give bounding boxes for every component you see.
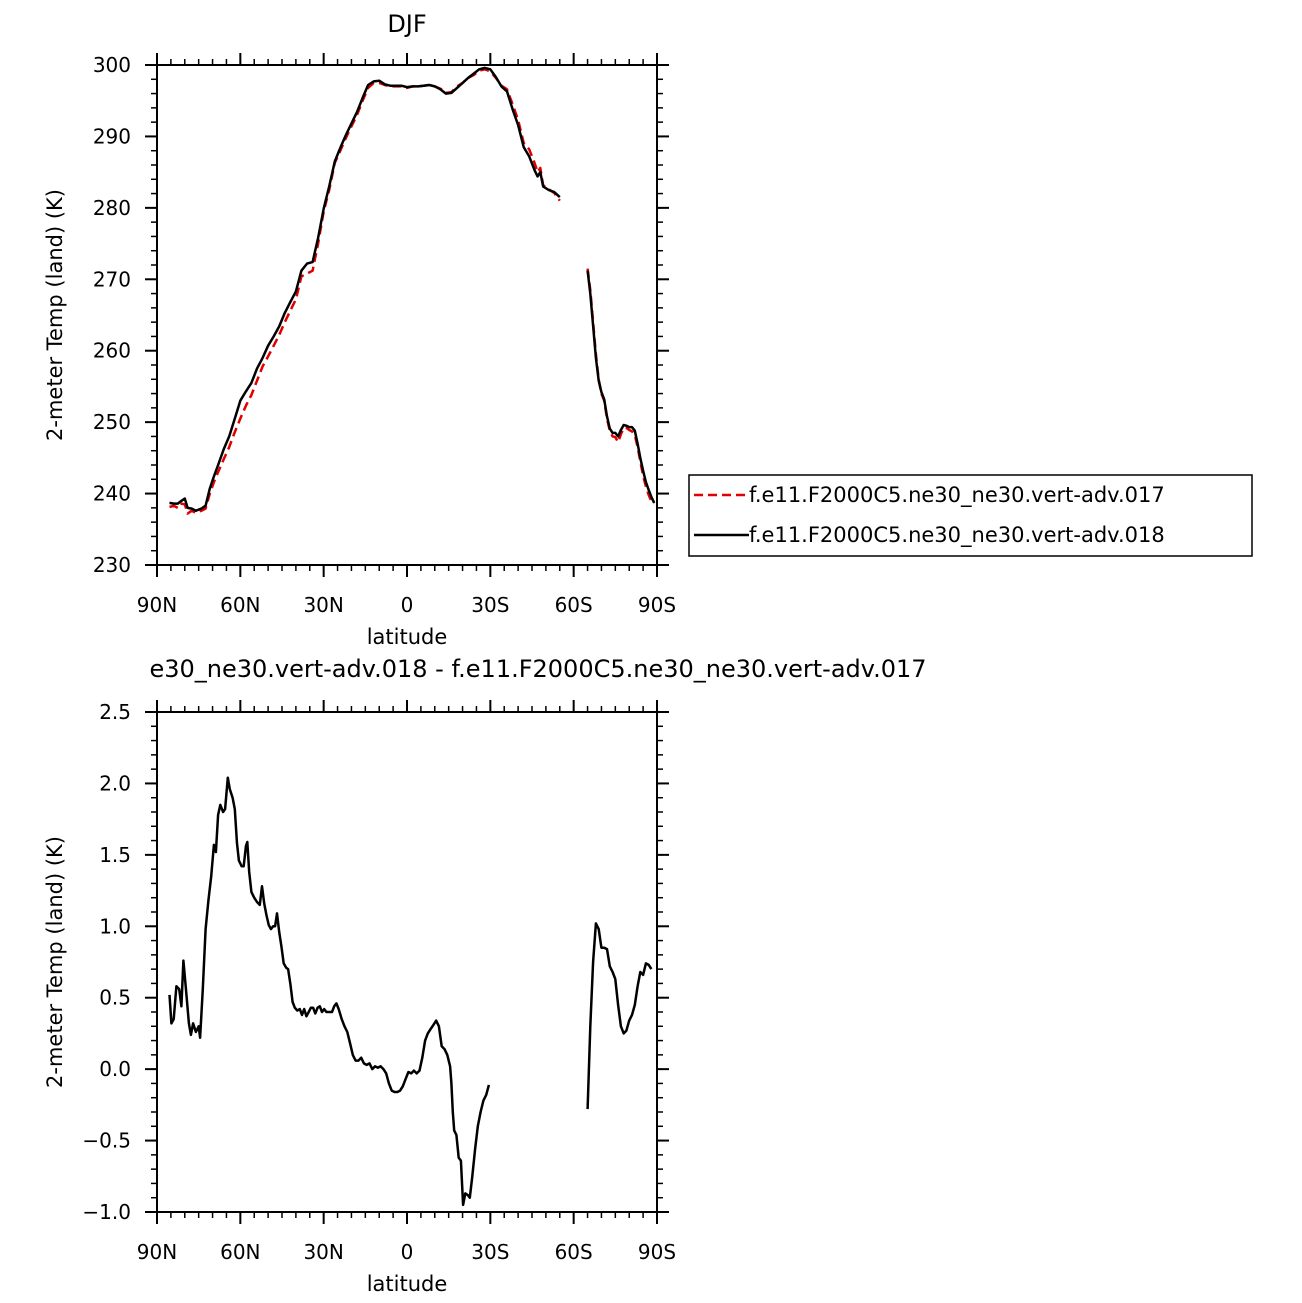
series-line-2 [586,270,656,504]
x-tick-label: 90S [638,1240,676,1264]
x-tick-label: 60S [555,1240,593,1264]
series-line-1 [168,776,491,1207]
series-line-1 [586,922,653,1110]
y-tick-label: 240 [93,482,131,506]
x-tick-label: 30S [471,593,509,617]
temperature-panel: DJF 90N 60N 30N 0 30S 60S 90S 230 240 250 260 270 280… [43,10,676,649]
x-tick-label: 30N [303,593,343,617]
x-tick-label: 0 [401,593,414,617]
y-tick-label: 2.5 [99,700,131,724]
y-tick-label: 2.0 [99,771,131,795]
y-tick-label: 270 [93,267,131,291]
y-tick-label: 230 [93,553,131,577]
y-tick-label: 1.0 [99,914,131,938]
x-tick-label: 30S [471,1240,509,1264]
x-tick-label: 60S [555,593,593,617]
y-tick-label: 0.5 [99,986,131,1010]
y-axis-label: 2-meter Temp (land) (K) [43,189,67,441]
series-line-1 [169,68,561,515]
legend-box [688,474,1253,557]
x-tick-label: 0 [401,1240,414,1264]
y-tick-label: −0.5 [82,1129,131,1153]
x-tick-label: 30N [303,1240,343,1264]
y-tick-label: 300 [93,53,131,77]
chart-title: e30_ne30.vert-adv.018 - f.e11.F2000C5.ne… [149,655,926,683]
series-line-2 [169,66,561,512]
y-tick-label: 260 [93,339,131,363]
difference-panel: e30_ne30.vert-adv.018 - f.e11.F2000C5.ne… [43,655,927,1296]
x-axis-label: latitude [367,625,448,649]
x-tick-label: 90N [137,593,177,617]
x-tick-label: 90S [638,593,676,617]
y-tick-label: 290 [93,124,131,148]
y-tick-label: 280 [93,196,131,220]
plot-frame [156,711,658,1213]
x-axis-label: latitude [367,1272,448,1296]
x-tick-label: 60N [220,1240,260,1264]
y-tick-label: 1.5 [99,843,131,867]
y-tick-label: 0.0 [99,1057,131,1081]
chart-title: DJF [387,10,426,38]
legend-label-2: f.e11.F2000C5.ne30_ne30.vert-adv.018 [749,523,1165,548]
y-tick-label: −1.0 [82,1200,131,1224]
series-line-1 [586,268,655,505]
y-axis-label: 2-meter Temp (land) (K) [43,836,67,1088]
y-tick-label: 250 [93,410,131,434]
legend: f.e11.F2000C5.ne30_ne30.vert-adv.017 f.e1… [688,474,1253,557]
x-tick-label: 60N [220,593,260,617]
x-tick-label: 90N [137,1240,177,1264]
legend-label-1: f.e11.F2000C5.ne30_ne30.vert-adv.017 [749,483,1165,508]
plot-frame [156,64,658,566]
